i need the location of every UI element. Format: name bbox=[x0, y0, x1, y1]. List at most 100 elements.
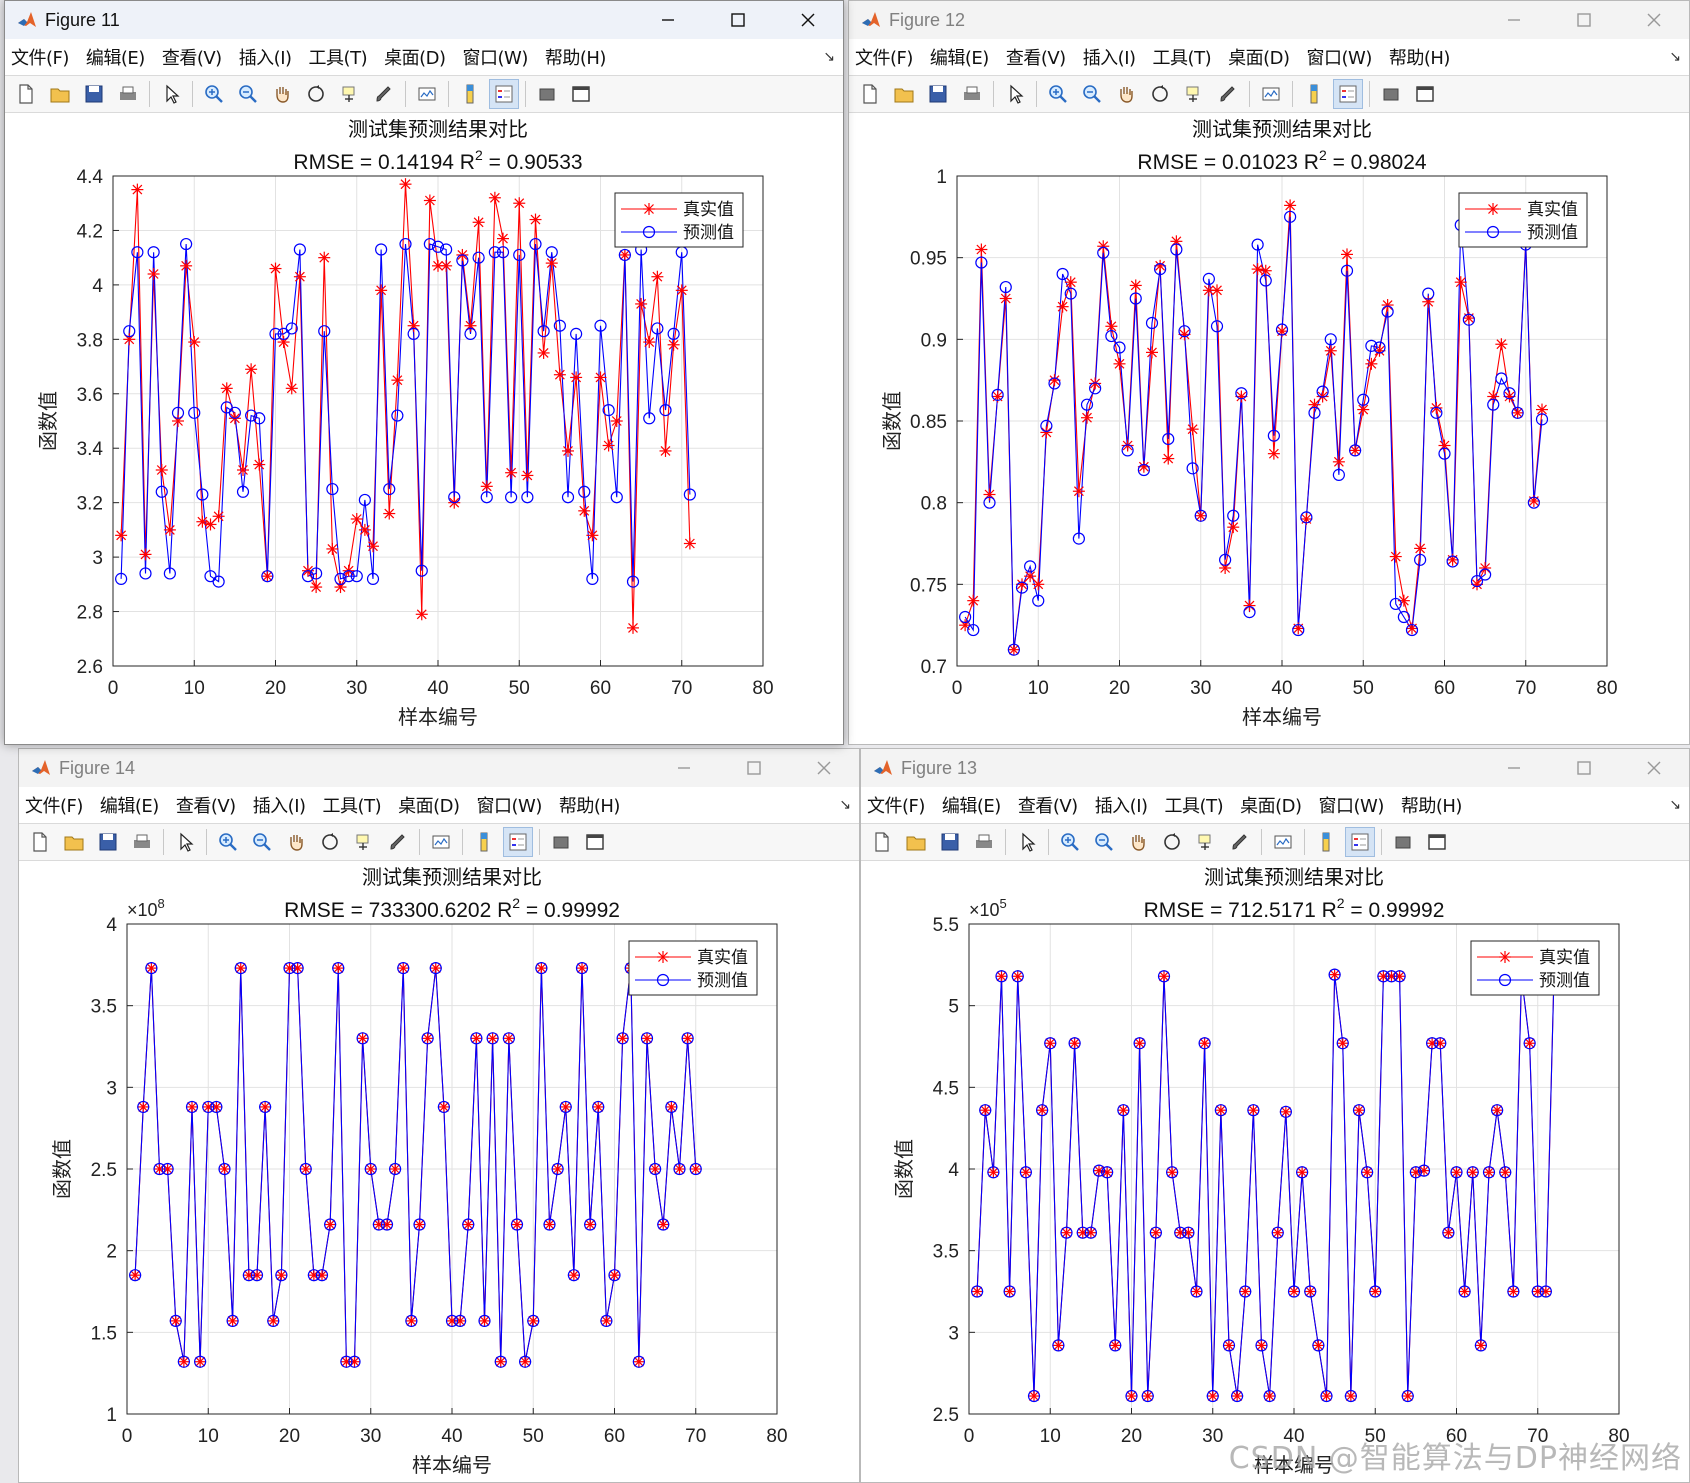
title-bar[interactable]: Figure 13 bbox=[861, 749, 1689, 787]
dock-arrow-icon[interactable]: ↘ bbox=[1669, 797, 1681, 813]
pointer-button[interactable] bbox=[170, 827, 200, 857]
menu-item[interactable]: 窗口(W) bbox=[1306, 48, 1373, 69]
dock-arrow-icon[interactable]: ↘ bbox=[839, 797, 851, 813]
save-button[interactable] bbox=[923, 79, 953, 109]
menu-item[interactable]: 文件(F) bbox=[25, 796, 83, 817]
menu-item[interactable]: 工具(T) bbox=[322, 796, 382, 817]
menu-item[interactable]: 桌面(D) bbox=[384, 48, 446, 69]
new-figure-button[interactable] bbox=[867, 827, 897, 857]
zoom-in-button[interactable] bbox=[213, 827, 243, 857]
zoom-out-button[interactable] bbox=[247, 827, 277, 857]
open-file-button[interactable] bbox=[59, 827, 89, 857]
menu-item[interactable]: 窗口(W) bbox=[1318, 796, 1385, 817]
close-button[interactable] bbox=[1619, 749, 1689, 787]
title-bar[interactable]: Figure 11 bbox=[5, 1, 843, 39]
zoom-in-button[interactable] bbox=[1043, 79, 1073, 109]
rotate-3d-button[interactable] bbox=[1157, 827, 1187, 857]
open-file-button[interactable] bbox=[889, 79, 919, 109]
brush-button[interactable] bbox=[1225, 827, 1255, 857]
print-button[interactable] bbox=[127, 827, 157, 857]
menu-item[interactable]: 查看(V) bbox=[1005, 48, 1066, 69]
figure-window[interactable]: Figure 13 文件(F) 编辑(E) 查看(V) 插入(I) 工具(T) 桌面(D) 窗… bbox=[860, 748, 1690, 1483]
show-plot-tools-button[interactable] bbox=[1410, 79, 1440, 109]
rotate-3d-button[interactable] bbox=[301, 79, 331, 109]
legend-button[interactable] bbox=[503, 827, 533, 857]
menu-item[interactable]: 桌面(D) bbox=[1228, 48, 1290, 69]
show-plot-tools-button[interactable] bbox=[566, 79, 596, 109]
legend-button[interactable] bbox=[1345, 827, 1375, 857]
minimize-button[interactable] bbox=[649, 749, 719, 787]
menu-item[interactable]: 帮助(H) bbox=[544, 48, 607, 69]
menu-item[interactable]: 窗口(W) bbox=[462, 48, 529, 69]
print-button[interactable] bbox=[113, 79, 143, 109]
colorbar-button[interactable] bbox=[1299, 79, 1329, 109]
zoom-out-button[interactable] bbox=[233, 79, 263, 109]
data-cursor-button[interactable] bbox=[349, 827, 379, 857]
link-plot-button[interactable] bbox=[426, 827, 456, 857]
brush-button[interactable] bbox=[383, 827, 413, 857]
pointer-button[interactable] bbox=[1012, 827, 1042, 857]
brush-button[interactable] bbox=[369, 79, 399, 109]
maximize-button[interactable] bbox=[1549, 749, 1619, 787]
new-figure-button[interactable] bbox=[11, 79, 41, 109]
menu-item[interactable]: 工具(T) bbox=[308, 48, 368, 69]
print-button[interactable] bbox=[957, 79, 987, 109]
dock-arrow-icon[interactable]: ↘ bbox=[823, 49, 835, 65]
hide-plot-tools-button[interactable] bbox=[1376, 79, 1406, 109]
menu-item[interactable]: 文件(F) bbox=[855, 48, 913, 69]
menu-item[interactable]: 插入(I) bbox=[238, 48, 292, 69]
figure-window[interactable]: Figure 14 文件(F) 编辑(E) 查看(V) 插入(I) 工具(T) 桌面(D) 窗… bbox=[18, 748, 860, 1483]
zoom-in-button[interactable] bbox=[1055, 827, 1085, 857]
hide-plot-tools-button[interactable] bbox=[546, 827, 576, 857]
menu-item[interactable]: 插入(I) bbox=[1082, 48, 1136, 69]
zoom-out-button[interactable] bbox=[1089, 827, 1119, 857]
minimize-button[interactable] bbox=[633, 1, 703, 39]
menu-item[interactable]: 查看(V) bbox=[175, 796, 236, 817]
menu-item[interactable]: 工具(T) bbox=[1164, 796, 1224, 817]
save-button[interactable] bbox=[79, 79, 109, 109]
close-button[interactable] bbox=[1619, 1, 1689, 39]
minimize-button[interactable] bbox=[1479, 1, 1549, 39]
menu-item[interactable]: 编辑(E) bbox=[99, 796, 159, 817]
maximize-button[interactable] bbox=[1549, 1, 1619, 39]
new-figure-button[interactable] bbox=[855, 79, 885, 109]
pan-hand-button[interactable] bbox=[1111, 79, 1141, 109]
link-plot-button[interactable] bbox=[1268, 827, 1298, 857]
pan-hand-button[interactable] bbox=[267, 79, 297, 109]
print-button[interactable] bbox=[969, 827, 999, 857]
figure-window[interactable]: Figure 11 文件(F) 编辑(E) 查看(V) 插入(I) 工具(T) 桌面(D) 窗… bbox=[4, 0, 844, 745]
maximize-button[interactable] bbox=[703, 1, 773, 39]
rotate-3d-button[interactable] bbox=[1145, 79, 1175, 109]
minimize-button[interactable] bbox=[1479, 749, 1549, 787]
menu-item[interactable]: 编辑(E) bbox=[929, 48, 989, 69]
menu-item[interactable]: 帮助(H) bbox=[558, 796, 621, 817]
menu-item[interactable]: 查看(V) bbox=[1017, 796, 1078, 817]
pan-hand-button[interactable] bbox=[1123, 827, 1153, 857]
new-figure-button[interactable] bbox=[25, 827, 55, 857]
hide-plot-tools-button[interactable] bbox=[1388, 827, 1418, 857]
menu-item[interactable]: 桌面(D) bbox=[398, 796, 460, 817]
show-plot-tools-button[interactable] bbox=[1422, 827, 1452, 857]
pan-hand-button[interactable] bbox=[281, 827, 311, 857]
menu-item[interactable]: 编辑(E) bbox=[941, 796, 1001, 817]
data-cursor-button[interactable] bbox=[335, 79, 365, 109]
close-button[interactable] bbox=[773, 1, 843, 39]
save-button[interactable] bbox=[93, 827, 123, 857]
pointer-button[interactable] bbox=[1000, 79, 1030, 109]
zoom-out-button[interactable] bbox=[1077, 79, 1107, 109]
pointer-button[interactable] bbox=[156, 79, 186, 109]
title-bar[interactable]: Figure 14 bbox=[19, 749, 859, 787]
colorbar-button[interactable] bbox=[1311, 827, 1341, 857]
save-button[interactable] bbox=[935, 827, 965, 857]
link-plot-button[interactable] bbox=[1256, 79, 1286, 109]
menu-item[interactable]: 工具(T) bbox=[1152, 48, 1212, 69]
maximize-button[interactable] bbox=[719, 749, 789, 787]
hide-plot-tools-button[interactable] bbox=[532, 79, 562, 109]
menu-item[interactable]: 文件(F) bbox=[867, 796, 925, 817]
brush-button[interactable] bbox=[1213, 79, 1243, 109]
menu-item[interactable]: 桌面(D) bbox=[1240, 796, 1302, 817]
